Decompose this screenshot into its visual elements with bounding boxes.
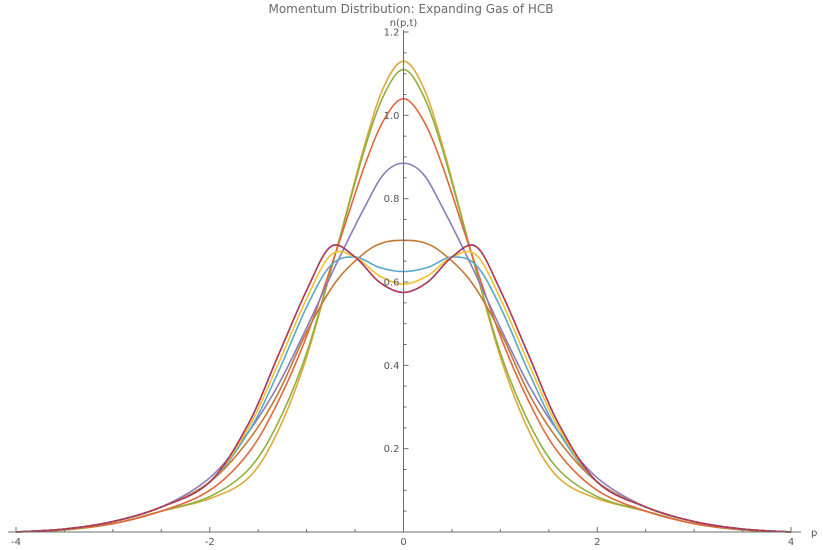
axes-layer: -4 -2 0 2 4 0.2 0.4 0.6 0.8 1.0 1.2 p n(p,t) — [8, 18, 817, 548]
y-tick-label: 0.2 — [384, 444, 400, 455]
x-tick-label: -4 — [11, 537, 21, 548]
x-tick-label: 2 — [594, 537, 600, 548]
x-tick-label: -2 — [205, 537, 215, 548]
x-tick-label: 0 — [400, 537, 406, 548]
y-tick-label: 0.8 — [384, 194, 400, 205]
y-tick-label: 0.4 — [384, 361, 400, 372]
x-axis-label: p — [811, 528, 817, 539]
y-ticks: 0.2 0.4 0.6 0.8 1.0 1.2 — [384, 28, 409, 512]
x-tick-label: 4 — [788, 537, 794, 548]
x-ticks: -4 -2 0 2 4 — [11, 527, 794, 548]
y-tick-label: 1.0 — [384, 111, 400, 122]
chart-title: Momentum Distribution: Expanding Gas of … — [268, 2, 553, 16]
y-tick-label: 1.2 — [384, 28, 400, 39]
y-tick-label: 0.6 — [384, 278, 400, 289]
y-axis-label: n(p,t) — [390, 18, 418, 29]
